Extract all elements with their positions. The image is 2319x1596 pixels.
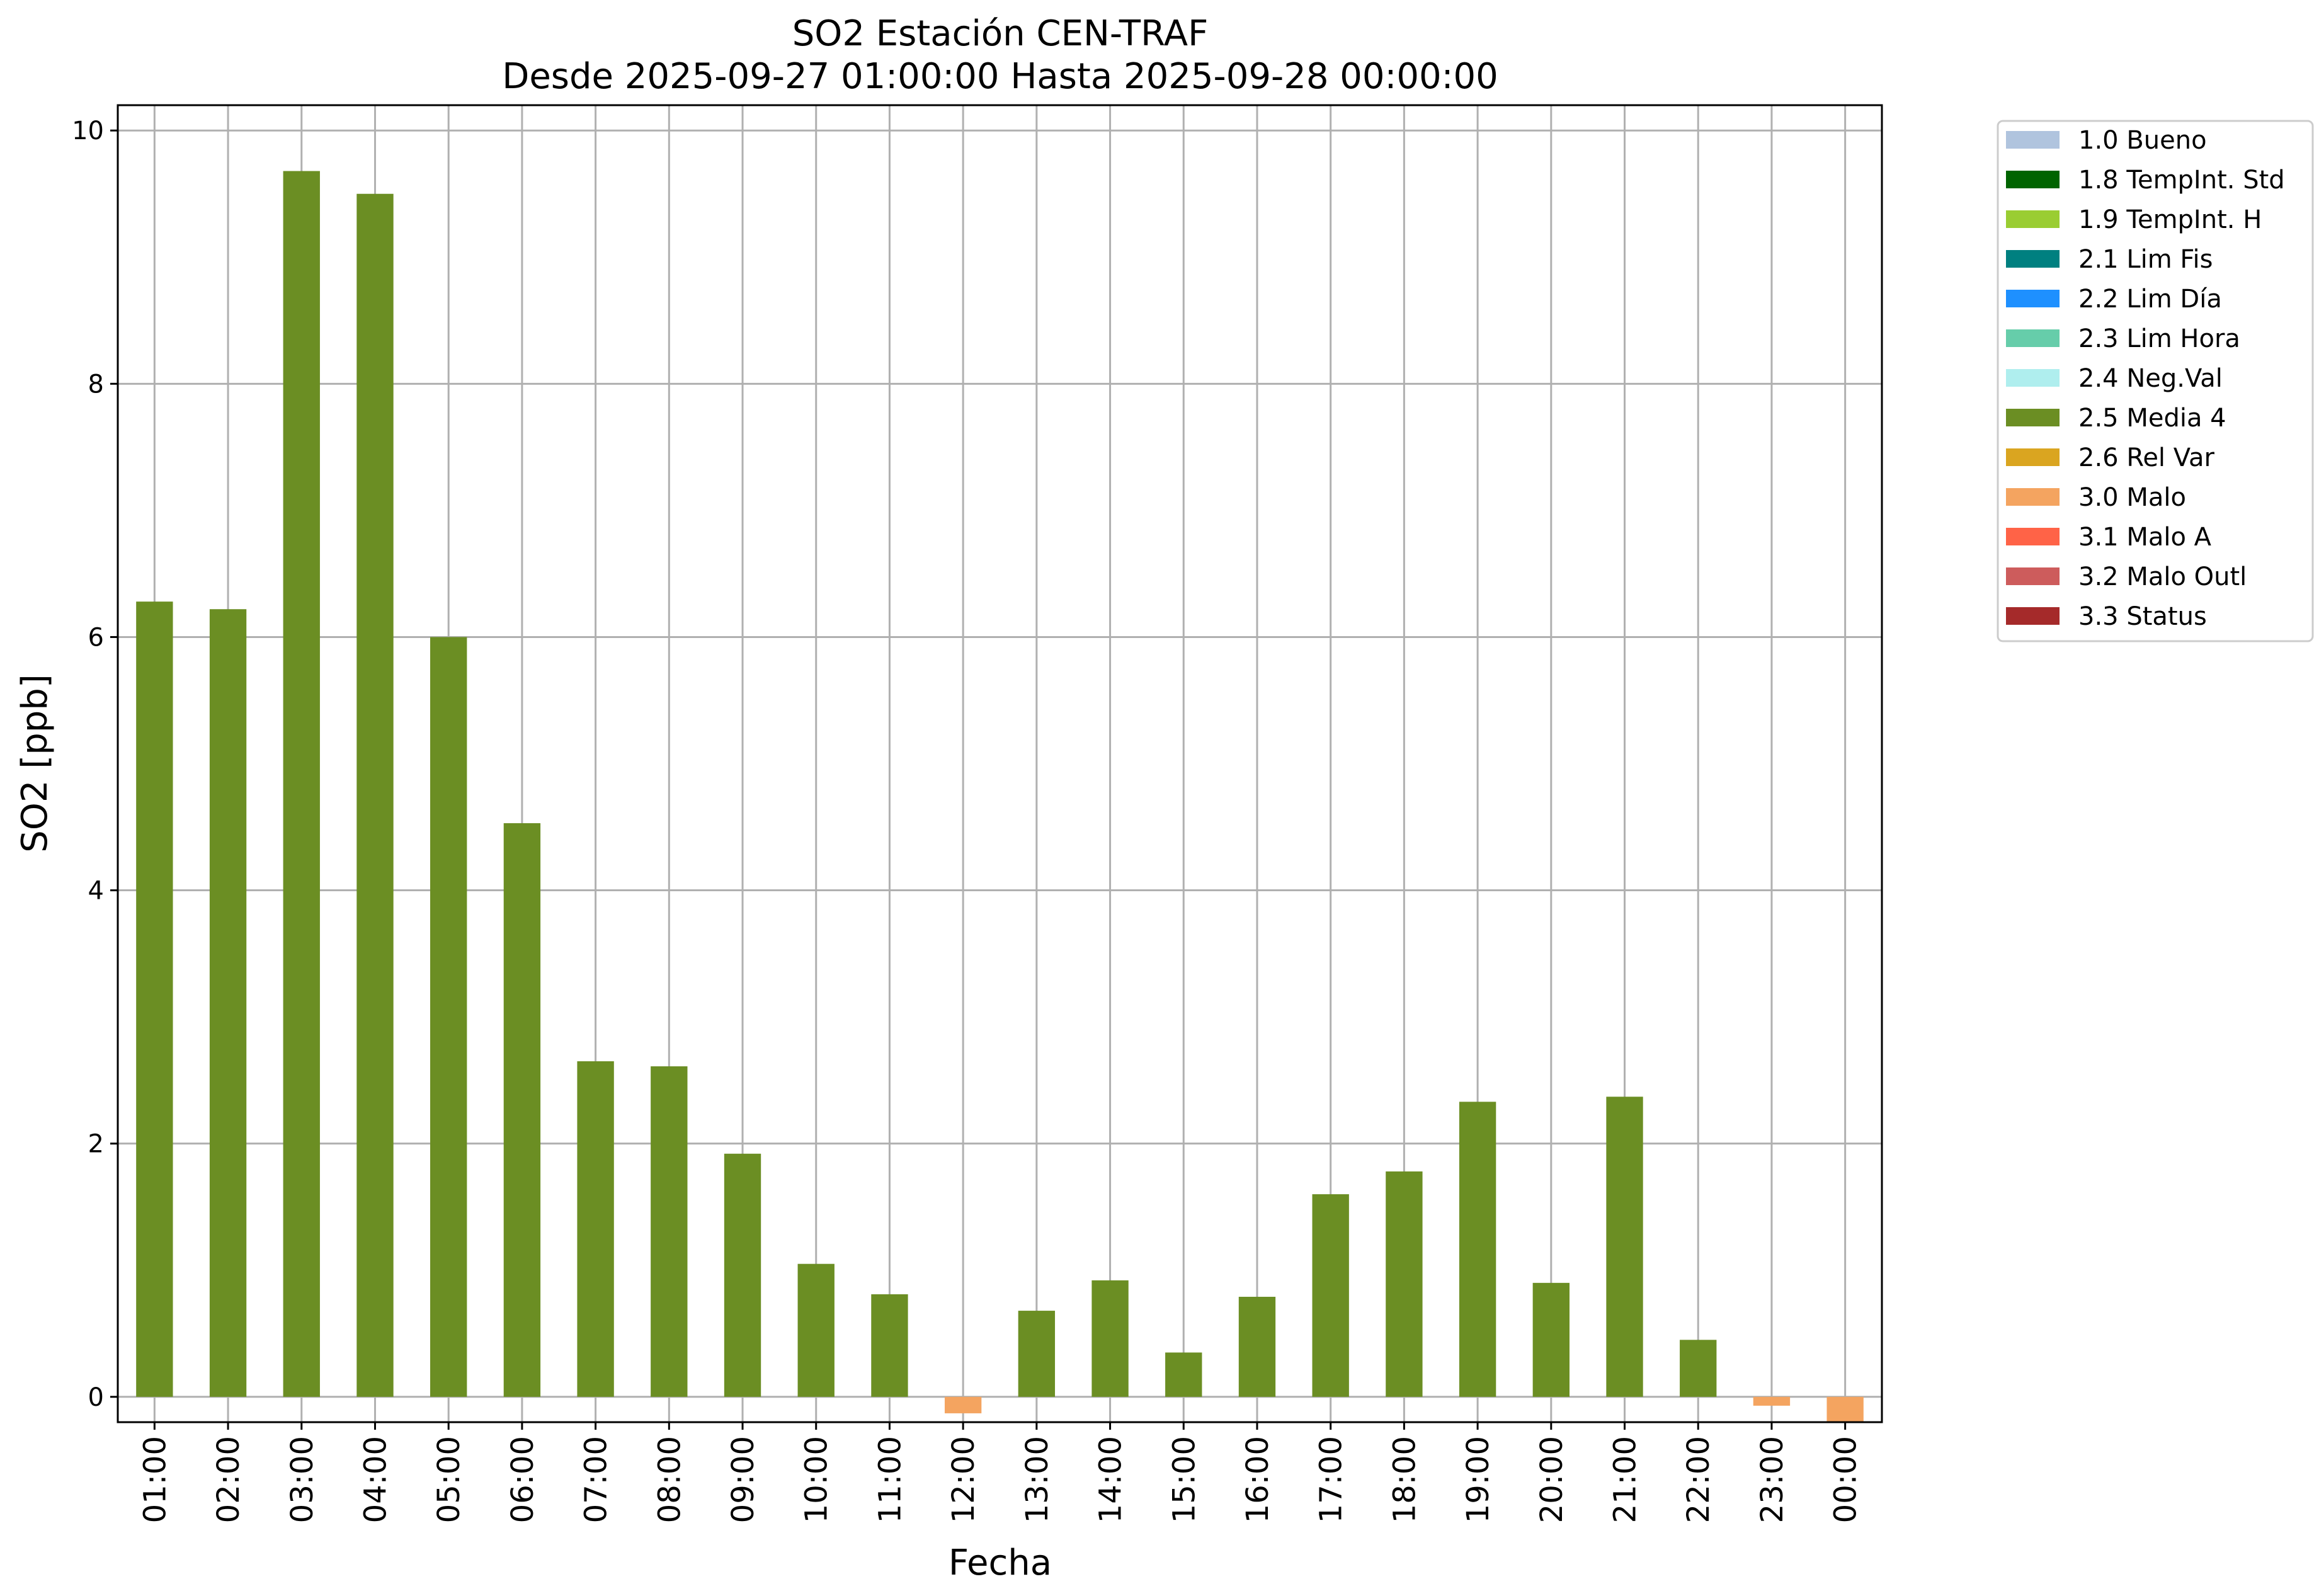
- legend-swatch: [2006, 607, 2060, 625]
- legend-label: 2.3 Lim Hora: [2078, 324, 2240, 353]
- x-tick-label: 00:00: [1828, 1436, 1864, 1523]
- legend-swatch: [2006, 210, 2060, 228]
- legend-label: 3.3 Status: [2078, 602, 2207, 631]
- bar: [1606, 1097, 1643, 1397]
- x-tick-label: 12:00: [946, 1436, 981, 1523]
- legend-swatch: [2006, 448, 2060, 466]
- bar: [1459, 1102, 1496, 1397]
- bar: [1165, 1352, 1202, 1397]
- legend: 1.0 Bueno 1.8 TempInt. Std 1.9 TempInt. H 2…: [1997, 120, 2314, 642]
- x-tick-label: 16:00: [1240, 1436, 1275, 1523]
- bar: [356, 193, 394, 1397]
- y-tick-label: 0: [88, 1383, 104, 1412]
- x-tick-label: 10:00: [799, 1436, 835, 1523]
- legend-swatch: [2006, 131, 2060, 149]
- y-tick-label: 10: [72, 117, 104, 145]
- legend-swatch: [2006, 329, 2060, 347]
- x-tick-label: 04:00: [358, 1436, 393, 1523]
- legend-label: 2.5 Media 4: [2078, 404, 2226, 433]
- x-tick-label: 08:00: [652, 1436, 687, 1523]
- y-tick-label: 2: [88, 1130, 104, 1159]
- bar: [871, 1294, 908, 1397]
- legend-label: 2.1 Lim Fis: [2078, 245, 2213, 274]
- x-tick-label: 22:00: [1681, 1436, 1716, 1523]
- x-tick-label: 09:00: [726, 1436, 761, 1523]
- bar: [944, 1396, 982, 1413]
- legend-box: [1997, 120, 2314, 642]
- legend-swatch: [2006, 488, 2060, 506]
- bars: [136, 171, 1864, 1422]
- bar: [1386, 1171, 1423, 1397]
- bar: [430, 637, 467, 1397]
- legend-swatch: [2006, 171, 2060, 188]
- legend-swatch: [2006, 369, 2060, 387]
- x-tick-label: 18:00: [1387, 1436, 1422, 1523]
- x-tick-label: 14:00: [1093, 1436, 1129, 1523]
- bar: [1532, 1282, 1570, 1397]
- legend-label: 3.2 Malo Outl: [2078, 562, 2247, 591]
- x-tick-label: 13:00: [1020, 1436, 1055, 1523]
- y-tick-label: 6: [88, 623, 104, 652]
- legend-label: 2.4 Neg.Val: [2078, 364, 2223, 393]
- bar: [209, 609, 247, 1397]
- bar: [1826, 1396, 1864, 1422]
- legend-label: 1.0 Bueno: [2078, 126, 2207, 155]
- legend-swatch: [2006, 567, 2060, 585]
- x-tick-label: 19:00: [1461, 1436, 1496, 1523]
- x-tick-label: 01:00: [137, 1436, 173, 1523]
- x-tick-label: 11:00: [872, 1436, 908, 1523]
- legend-swatch: [2006, 250, 2060, 268]
- x-tick-label: 06:00: [505, 1436, 540, 1523]
- legend-label: 1.8 TempInt. Std: [2078, 166, 2285, 195]
- bar: [651, 1066, 688, 1397]
- legend-swatch: [2006, 409, 2060, 426]
- bar: [1753, 1396, 1791, 1406]
- legend-label: 2.6 Rel Var: [2078, 443, 2215, 472]
- x-tick-label: 21:00: [1608, 1436, 1643, 1523]
- bar: [1091, 1280, 1129, 1397]
- y-axis-label: SO2 [ppb]: [14, 674, 55, 852]
- x-tick-label: 17:00: [1314, 1436, 1349, 1523]
- legend-label: 3.0 Malo: [2078, 483, 2186, 512]
- x-axis: 01:00 02:00 03:00 04:00 05:00 06:00 07:00 08:00…: [137, 1422, 1864, 1523]
- x-tick-label: 07:00: [579, 1436, 614, 1523]
- chart-title: SO2 Estación CEN-TRAF: [792, 13, 1209, 54]
- bar: [283, 171, 320, 1397]
- bar: [1680, 1340, 1717, 1397]
- bar: [797, 1263, 835, 1397]
- bar: [503, 823, 541, 1397]
- bar: [577, 1061, 614, 1397]
- legend-swatch: [2006, 528, 2060, 545]
- x-tick-label: 02:00: [211, 1436, 246, 1523]
- bar: [136, 601, 173, 1397]
- x-axis-label: Fecha: [949, 1542, 1052, 1583]
- bar: [1312, 1194, 1349, 1397]
- y-tick-label: 4: [88, 877, 104, 906]
- y-axis: 0 2 4 6 8 10: [72, 117, 118, 1412]
- legend-swatch: [2006, 290, 2060, 307]
- x-tick-label: 23:00: [1755, 1436, 1790, 1523]
- chart-subtitle: Desde 2025-09-27 01:00:00 Hasta 2025-09-…: [502, 56, 1498, 97]
- x-tick-label: 03:00: [285, 1436, 320, 1523]
- legend-label: 3.1 Malo A: [2078, 523, 2212, 552]
- x-tick-label: 15:00: [1166, 1436, 1202, 1523]
- plot-frame: [117, 104, 1883, 1423]
- bar: [724, 1153, 761, 1397]
- bar: [1238, 1296, 1276, 1397]
- x-tick-label: 20:00: [1534, 1436, 1570, 1523]
- y-tick-label: 8: [88, 370, 104, 399]
- legend-label: 1.9 TempInt. H: [2078, 205, 2262, 234]
- legend-label: 2.2 Lim Día: [2078, 285, 2222, 314]
- x-tick-label: 05:00: [431, 1436, 467, 1523]
- bar: [1018, 1311, 1056, 1397]
